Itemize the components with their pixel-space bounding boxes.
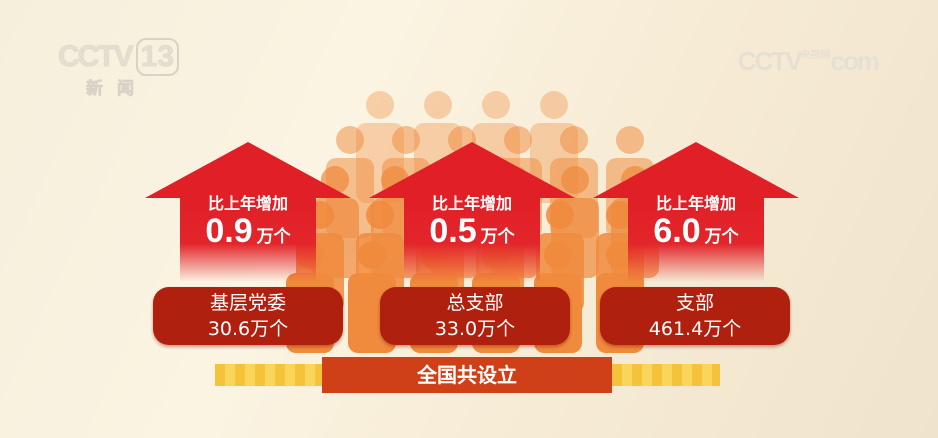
arrow-stem bbox=[404, 197, 540, 282]
card-count: 461.4万个 bbox=[648, 318, 742, 340]
base-stripe-right bbox=[612, 364, 720, 386]
base-stripe-left bbox=[215, 364, 322, 386]
card-grassroots-committee: 基层党委 30.6万个 bbox=[153, 287, 343, 345]
arrow-value: 0.9 bbox=[205, 212, 253, 250]
logo-small: 央视网 bbox=[800, 50, 831, 61]
card-count: 33.0万个 bbox=[434, 318, 516, 340]
card-name: 支部 bbox=[675, 292, 714, 314]
arrow-unit: 万个 bbox=[704, 227, 739, 247]
arrow-value: 0.5 bbox=[429, 212, 477, 250]
base-label: 全国共设立 bbox=[322, 357, 612, 393]
arrow-head bbox=[593, 142, 799, 198]
card-name: 基层党委 bbox=[209, 292, 286, 314]
arrow-head bbox=[145, 142, 351, 198]
increase-arrow-1: 比上年增加 0.9 万个 bbox=[145, 142, 351, 282]
logo-suffix: com bbox=[830, 46, 880, 76]
logo-channel: CCTV bbox=[58, 40, 134, 73]
arrow-value: 6.0 bbox=[653, 212, 701, 250]
arrow-label: 比上年增加 bbox=[655, 194, 736, 213]
card-name: 总支部 bbox=[446, 292, 504, 314]
increase-arrow-2: 比上年增加 0.5 万个 bbox=[369, 142, 575, 282]
card-count: 30.6万个 bbox=[207, 318, 289, 340]
arrow-head bbox=[369, 142, 575, 198]
cctv13-logo: CCTV 13 新闻 bbox=[58, 38, 180, 99]
card-general-branch: 总支部 33.0万个 bbox=[380, 287, 570, 345]
arrow-label: 比上年增加 bbox=[207, 194, 288, 213]
arrow-label: 比上年增加 bbox=[431, 194, 512, 213]
arrow-unit: 万个 bbox=[480, 227, 515, 247]
arrow-stem bbox=[628, 197, 764, 282]
arrow-unit: 万个 bbox=[256, 227, 291, 247]
card-branch: 支部 461.4万个 bbox=[600, 287, 790, 345]
logo-brand: CCTV bbox=[737, 46, 803, 76]
arrow-stem bbox=[180, 197, 316, 282]
logo-sub: 新闻 bbox=[86, 79, 148, 98]
logo-number: 13 bbox=[135, 38, 180, 76]
increase-arrow-3: 比上年增加 6.0 万个 bbox=[593, 142, 799, 282]
cctv-com-logo: CCTV央视网com bbox=[737, 46, 880, 77]
